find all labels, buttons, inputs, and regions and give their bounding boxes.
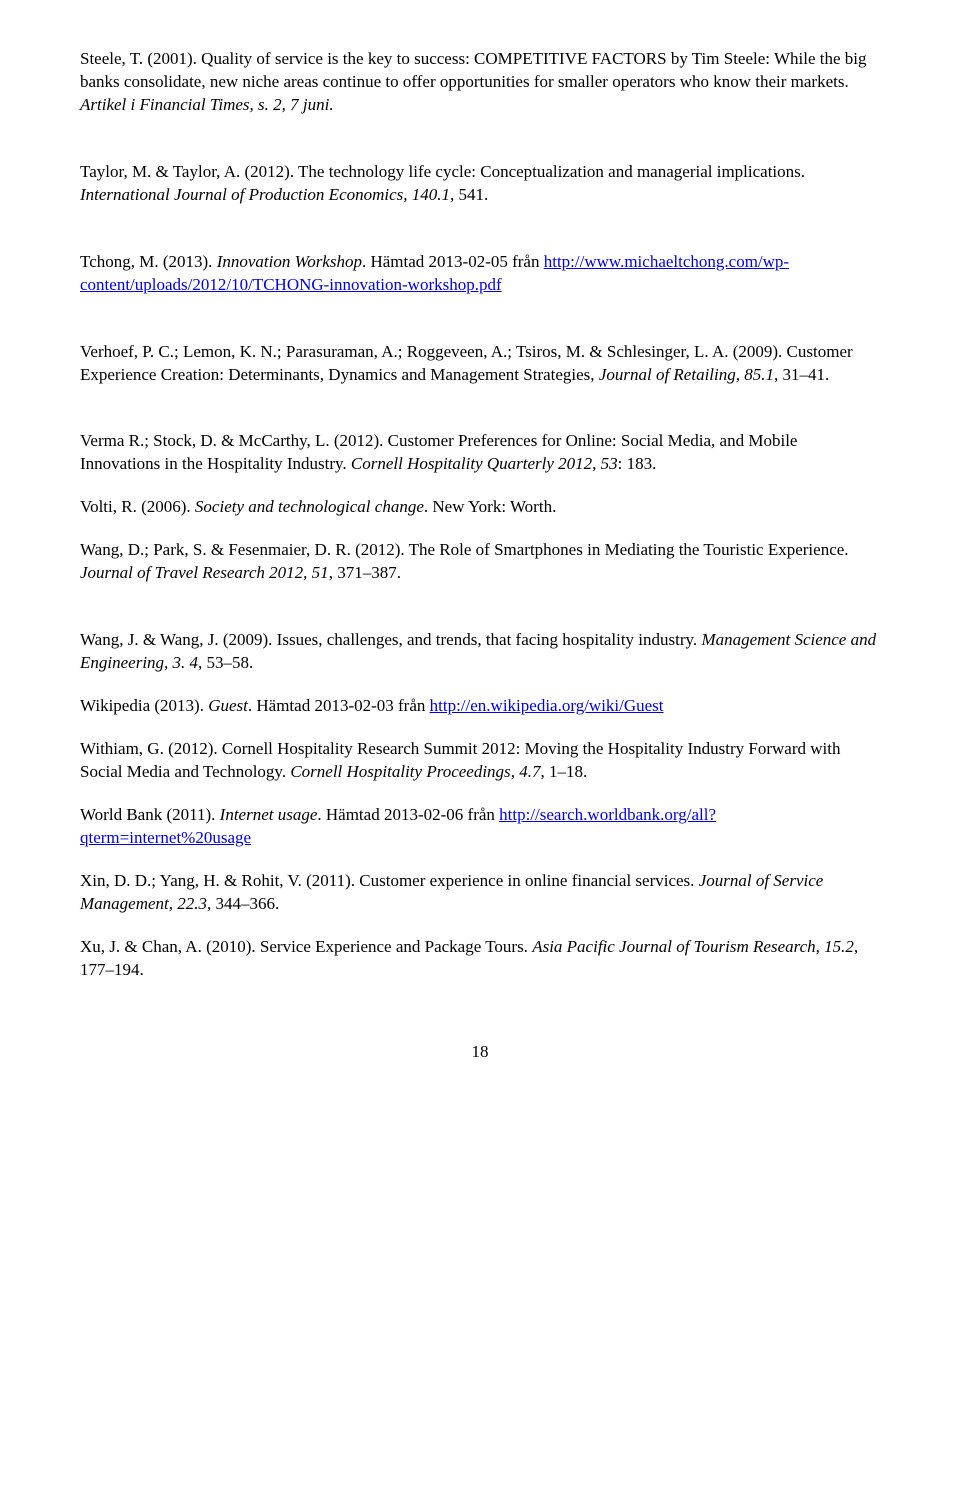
reference-entry: Volti, R. (2006). Society and technologi…: [80, 496, 880, 519]
reference-entry: Verma R.; Stock, D. & McCarthy, L. (2012…: [80, 430, 880, 476]
reference-text: Taylor, M. & Taylor, A. (2012). The tech…: [80, 162, 805, 181]
reference-entry: Wang, D.; Park, S. & Fesenmaier, D. R. (…: [80, 539, 880, 585]
reference-entry: Withiam, G. (2012). Cornell Hospitality …: [80, 738, 880, 784]
reference-italic: Internet usage: [220, 805, 318, 824]
reference-text: Xu, J. & Chan, A. (2010). Service Experi…: [80, 937, 532, 956]
reference-text: Tchong, M. (2013).: [80, 252, 217, 271]
reference-italic: Innovation Workshop: [217, 252, 362, 271]
reference-italic: Journal of Travel Research 2012, 51: [80, 563, 329, 582]
reference-italic: Asia Pacific Journal of Tourism Research…: [532, 937, 854, 956]
reference-entry: Steele, T. (2001). Quality of service is…: [80, 48, 880, 117]
reference-entry: Wang, J. & Wang, J. (2009). Issues, chal…: [80, 629, 880, 675]
reference-italic: Society and technological change: [195, 497, 424, 516]
reference-text: World Bank (2011).: [80, 805, 220, 824]
reference-text: , 541.: [450, 185, 488, 204]
reference-text: , 31–41.: [774, 365, 829, 384]
reference-italic: 4.7: [519, 762, 540, 781]
reference-text: Wang, D.; Park, S. & Fesenmaier, D. R. (…: [80, 540, 849, 559]
reference-italic: Cornell Hospitality Proceedings: [290, 762, 510, 781]
reference-text: , 371–387.: [329, 563, 401, 582]
reference-text: ,: [511, 762, 520, 781]
reference-text: . Hämtad 2013-02-06 från: [317, 805, 499, 824]
reference-entry: Verhoef, P. C.; Lemon, K. N.; Parasurama…: [80, 341, 880, 387]
reference-italic: International Journal of Production Econ…: [80, 185, 450, 204]
reference-text: Volti, R. (2006).: [80, 497, 195, 516]
reference-text: . Hämtad 2013-02-05 från: [362, 252, 544, 271]
reference-text: Xin, D. D.; Yang, H. & Rohit, V. (2011).…: [80, 871, 699, 890]
reference-entry: Wikipedia (2013). Guest. Hämtad 2013-02-…: [80, 695, 880, 718]
reference-text: , 53–58.: [198, 653, 253, 672]
reference-text: Steele, T. (2001). Quality of service is…: [80, 49, 866, 91]
reference-text: . Hämtad 2013-02-03 från: [248, 696, 430, 715]
reference-text: , 344–366.: [207, 894, 279, 913]
reference-text: Wikipedia (2013).: [80, 696, 208, 715]
reference-entry: Tchong, M. (2013). Innovation Workshop. …: [80, 251, 880, 297]
reference-entry: World Bank (2011). Internet usage. Hämta…: [80, 804, 880, 850]
reference-italic: Journal of Retailing, 85.1: [599, 365, 774, 384]
reference-entry: Taylor, M. & Taylor, A. (2012). The tech…: [80, 161, 880, 207]
reference-italic: Guest: [208, 696, 248, 715]
page-number: 18: [80, 1041, 880, 1064]
reference-entry: Xu, J. & Chan, A. (2010). Service Experi…: [80, 936, 880, 982]
reference-text: . New York: Worth.: [424, 497, 556, 516]
reference-italic: Cornell Hospitality Quarterly 2012, 53: [351, 454, 618, 473]
reference-entry: Xin, D. D.; Yang, H. & Rohit, V. (2011).…: [80, 870, 880, 916]
reference-link[interactable]: http://en.wikipedia.org/wiki/Guest: [430, 696, 664, 715]
reference-text: , 1–18.: [540, 762, 587, 781]
reference-text: : 183.: [618, 454, 657, 473]
reference-text: Wang, J. & Wang, J. (2009). Issues, chal…: [80, 630, 701, 649]
reference-italic: Artikel i Financial Times, s. 2, 7 juni.: [80, 95, 334, 114]
